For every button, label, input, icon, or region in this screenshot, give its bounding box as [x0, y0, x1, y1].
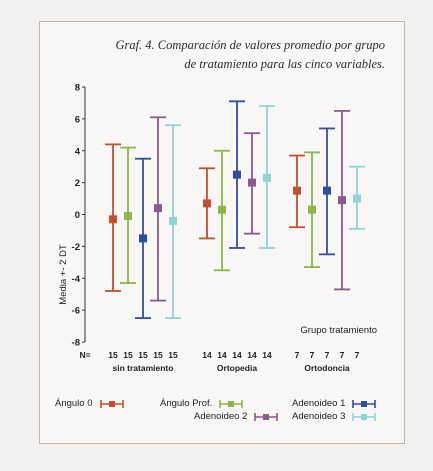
mean-marker — [323, 186, 331, 195]
mean-marker — [109, 215, 117, 224]
group-label: Ortopedia — [217, 363, 257, 373]
mean-marker — [203, 199, 211, 208]
n-count-label: 15 — [108, 350, 118, 360]
mean-marker — [154, 204, 162, 213]
mean-marker — [263, 173, 271, 182]
mean-marker — [124, 212, 132, 221]
y-axis-label: Media +- 2 DT — [58, 244, 69, 305]
n-label: N= — [79, 350, 90, 360]
n-count-label: 15 — [153, 350, 163, 360]
x-axis-title: Grupo tratamiento — [300, 325, 377, 336]
chart-title-line1: Graf. 4. Comparación de valores promedio… — [115, 38, 385, 52]
mean-marker — [218, 205, 226, 214]
y-tick-label: -4 — [72, 274, 81, 285]
n-count-label: 14 — [262, 350, 272, 360]
chart-title-line2: de tratamiento para las cinco variables. — [184, 57, 385, 71]
chart-title: Graf. 4. Comparación de valores promedio… — [60, 36, 385, 74]
mean-marker — [308, 205, 316, 214]
mean-marker — [139, 234, 147, 243]
mean-marker — [169, 216, 177, 225]
y-tick-label: 6 — [75, 114, 80, 125]
n-count-label: 7 — [340, 350, 345, 360]
mean-marker — [293, 186, 301, 195]
n-count-label: 15 — [168, 350, 178, 360]
mean-marker — [248, 178, 256, 187]
n-count-label: 14 — [217, 350, 227, 360]
n-count-label: 14 — [247, 350, 257, 360]
y-tick-label: 0 — [75, 210, 80, 221]
y-tick-label: -6 — [72, 306, 80, 317]
y-tick-label: 8 — [75, 83, 80, 94]
group-label: Ortodoncia — [304, 363, 350, 373]
group-label: sin tratamiento — [113, 363, 174, 373]
n-count-label: 7 — [310, 350, 315, 360]
n-count-label: 15 — [123, 350, 133, 360]
mean-marker — [353, 194, 361, 203]
n-count-label: 7 — [325, 350, 330, 360]
mean-marker — [233, 170, 241, 179]
mean-marker — [338, 196, 346, 205]
y-tick-label: 4 — [75, 146, 81, 157]
n-count-label: 14 — [232, 350, 242, 360]
y-tick-label: -2 — [72, 242, 80, 253]
n-count-label: 14 — [202, 350, 212, 360]
n-count-label: 7 — [355, 350, 360, 360]
y-tick-label: 2 — [75, 178, 80, 189]
n-count-label: 7 — [295, 350, 300, 360]
n-count-label: 15 — [138, 350, 148, 360]
y-tick-label: -8 — [72, 338, 80, 349]
